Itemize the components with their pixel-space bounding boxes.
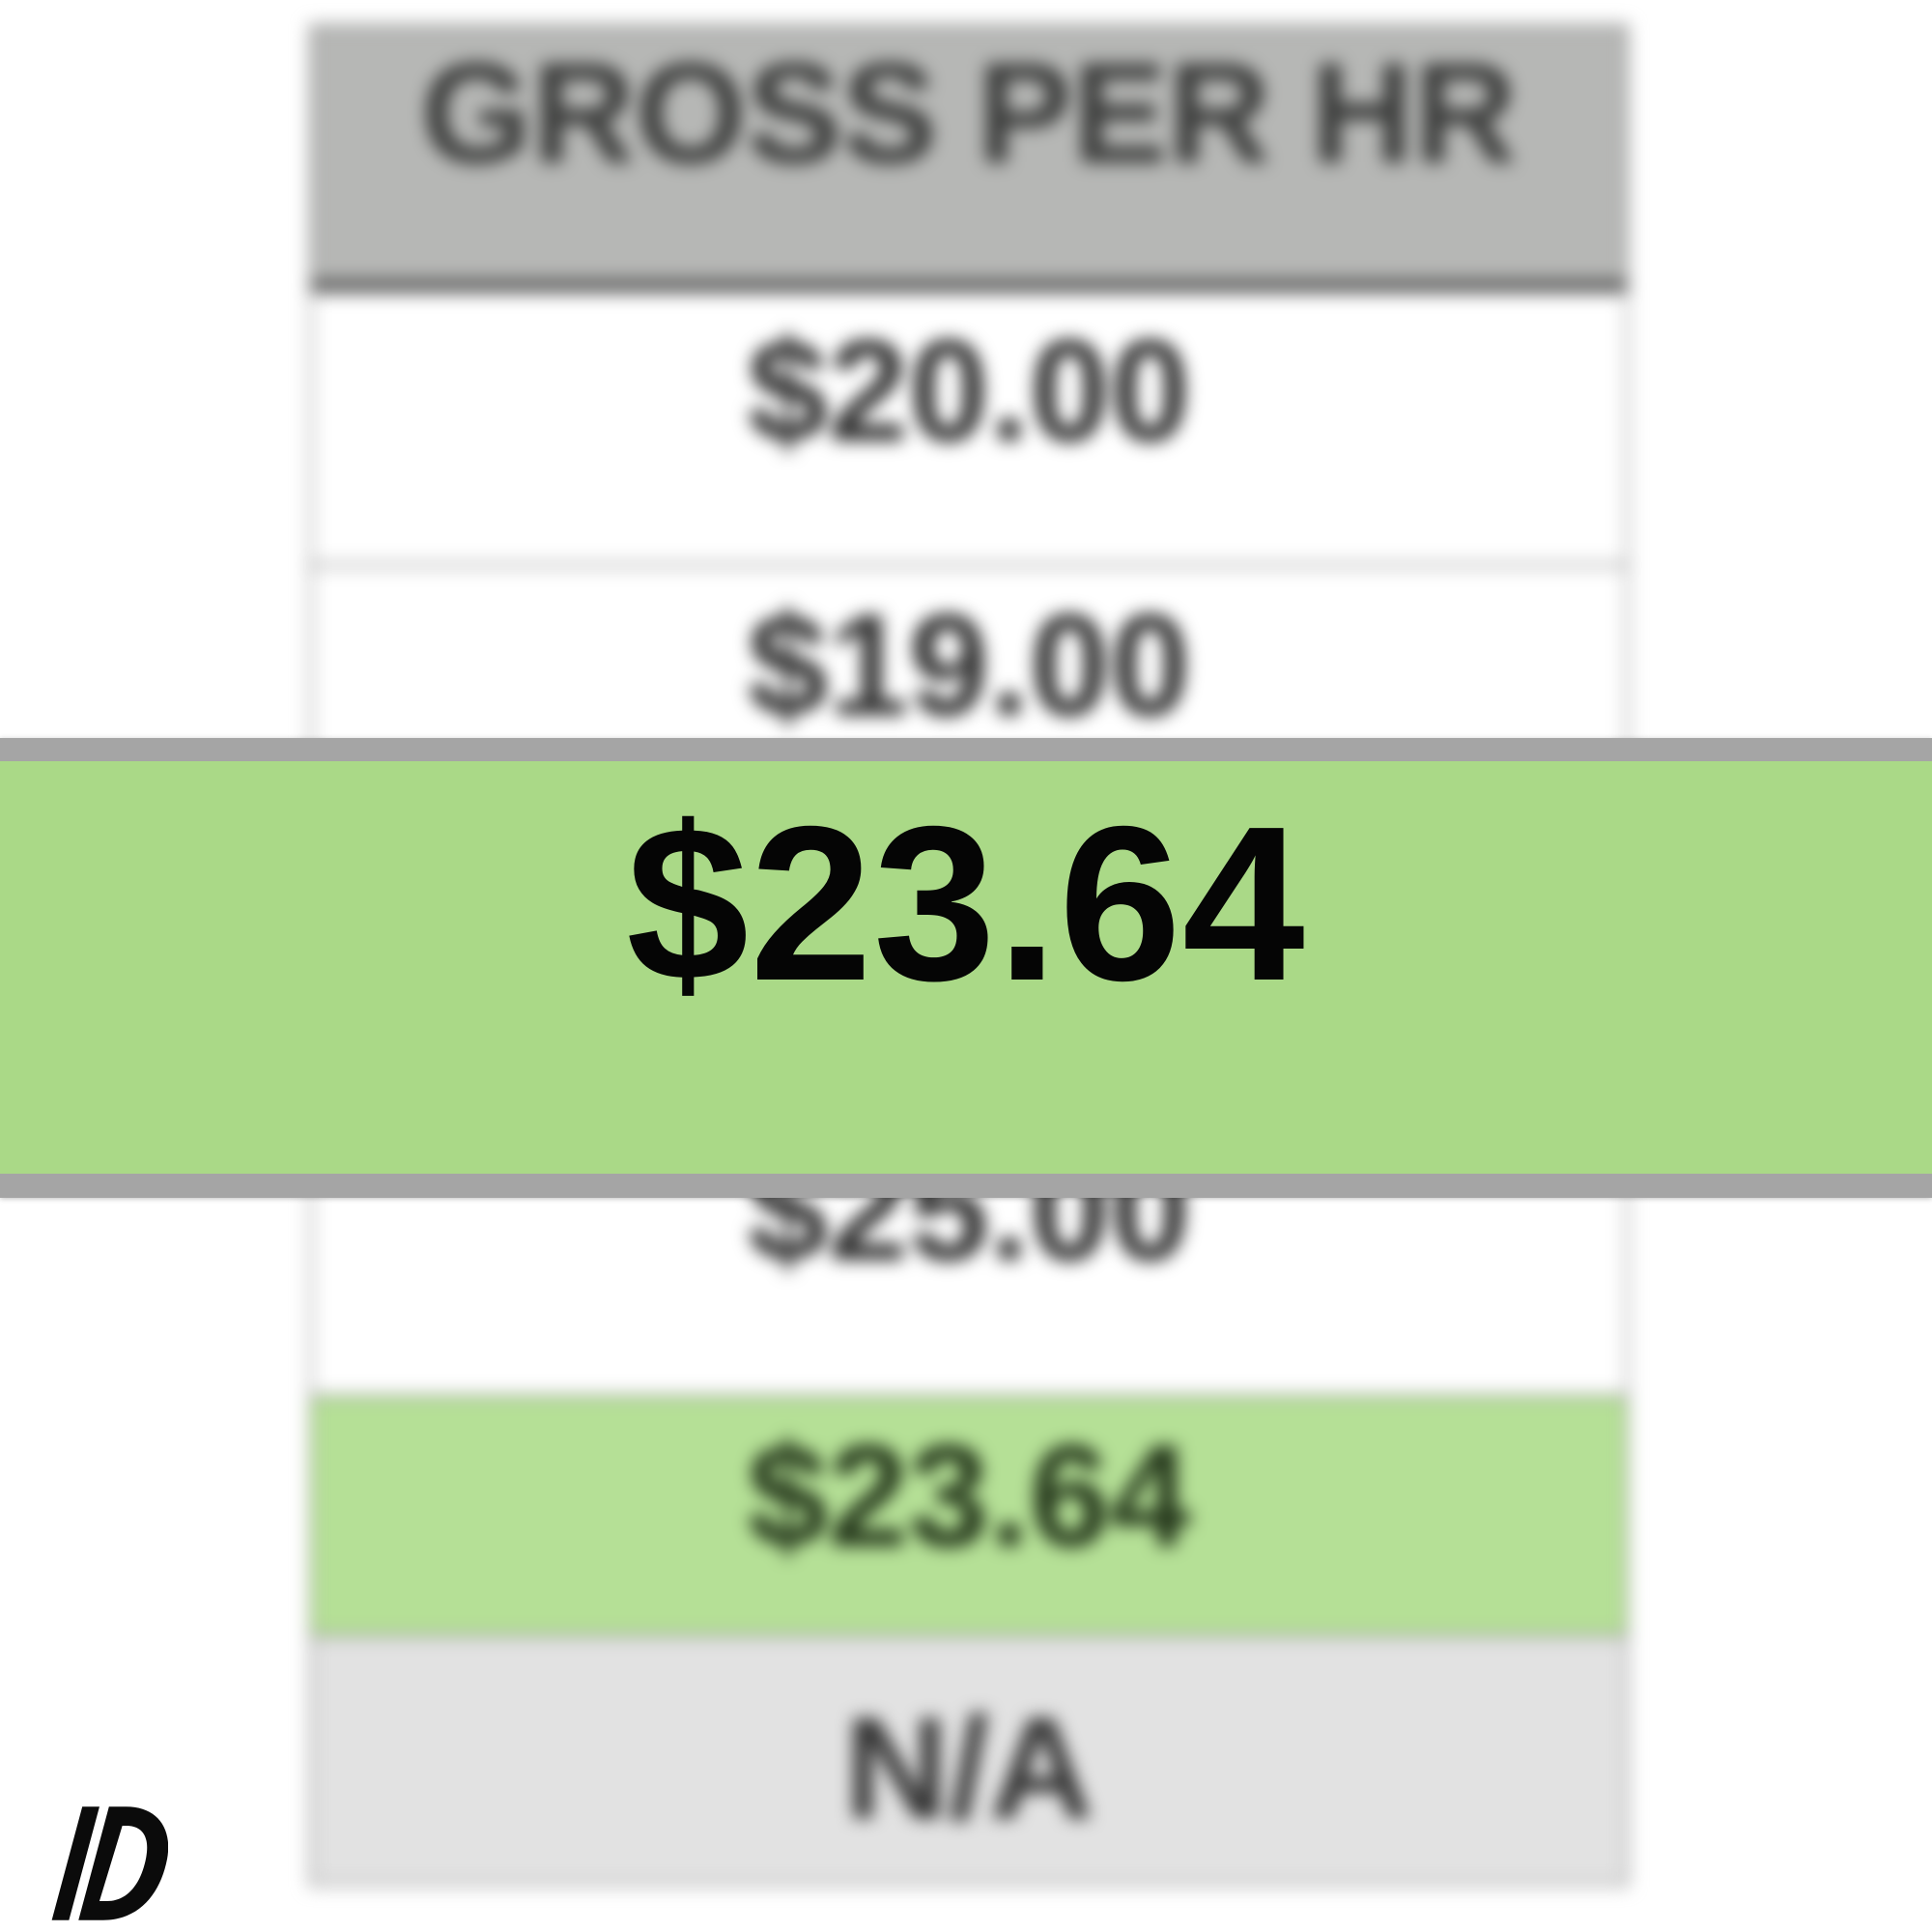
slash-d-logo-icon xyxy=(51,1806,168,1920)
column-header-gross-per-hr: GROSS PER HR xyxy=(312,24,1626,293)
column-header-label: GROSS PER HR xyxy=(420,34,1518,193)
magnifier-callout-band: $23.64 xyxy=(0,738,1932,1198)
callout-value: $23.64 xyxy=(626,781,1306,1027)
table-row-na: N/A xyxy=(312,1637,1626,1887)
row-value: $23.64 xyxy=(747,1414,1191,1577)
row-value: $20.00 xyxy=(747,309,1191,471)
table-row-highlighted-green: $23.64 xyxy=(312,1398,1626,1637)
row-value: $19.00 xyxy=(747,583,1191,746)
table-row: $20.00 xyxy=(312,293,1626,567)
row-value: N/A xyxy=(843,1687,1094,1849)
magnifier-callout-green-area: $23.64 xyxy=(0,761,1932,1174)
